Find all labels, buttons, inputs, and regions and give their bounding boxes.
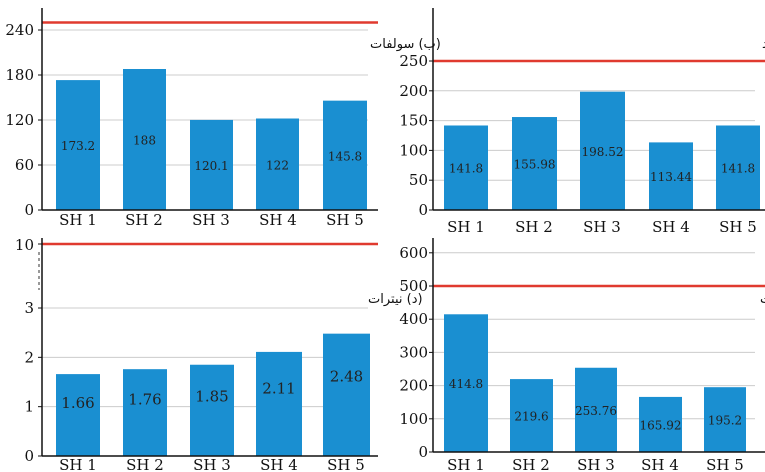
chart-title: (د) نیترات bbox=[368, 292, 423, 307]
data-label: 141.8 bbox=[449, 162, 483, 176]
y-tick-label: 150 bbox=[399, 112, 428, 130]
category-label: SH 4 bbox=[641, 456, 679, 472]
data-label: 1.85 bbox=[195, 388, 228, 406]
bar bbox=[716, 125, 760, 210]
category-label: SH 3 bbox=[193, 456, 231, 472]
bar bbox=[190, 364, 234, 456]
category-label: SH 2 bbox=[125, 211, 163, 229]
y-tick-label: 180 bbox=[5, 66, 34, 84]
y-tick-label: 60 bbox=[15, 156, 34, 174]
y-tick-label: 0 bbox=[418, 443, 428, 461]
data-label: 195.2 bbox=[708, 414, 742, 428]
data-label: 414.8 bbox=[449, 377, 483, 391]
data-label: 165.92 bbox=[640, 418, 682, 432]
bar bbox=[56, 374, 100, 456]
data-label: 173.2 bbox=[61, 139, 95, 153]
bar bbox=[56, 80, 100, 210]
chart-panel-3: 1.66 1.76 1.85 2.11 2.48 0 1 2 3 10 (د) نیترات bbox=[15, 236, 423, 465]
bar bbox=[256, 351, 302, 456]
category-label: SH 4 bbox=[652, 218, 690, 236]
bar bbox=[256, 118, 299, 210]
y-tick-label: 100 bbox=[399, 141, 428, 159]
y-tick-label: 0 bbox=[24, 201, 34, 219]
bar bbox=[580, 91, 625, 210]
data-label: 1.66 bbox=[61, 394, 94, 412]
bar bbox=[323, 333, 370, 456]
data-label: 141.8 bbox=[721, 162, 755, 176]
data-label: 219.6 bbox=[514, 410, 548, 424]
y-tick-label: 2 bbox=[24, 348, 34, 366]
y-tick-label-break: 10 bbox=[15, 236, 34, 254]
data-label: 2.48 bbox=[330, 367, 363, 385]
y-tick-label: 500 bbox=[399, 277, 428, 295]
category-label: SH 3 bbox=[577, 456, 615, 472]
category-label: SH 2 bbox=[126, 456, 164, 472]
category-label: SH 1 bbox=[59, 211, 97, 229]
bar bbox=[649, 142, 693, 210]
y-tick-label: 600 bbox=[399, 244, 428, 262]
bar bbox=[512, 117, 557, 210]
category-label: SH 5 bbox=[719, 218, 757, 236]
category-label: SH 1 bbox=[59, 456, 97, 472]
y-tick-label: 100 bbox=[399, 410, 428, 428]
y-tick-label: 300 bbox=[399, 343, 428, 361]
y-tick-label: 1 bbox=[24, 398, 34, 416]
data-label: 145.8 bbox=[328, 149, 362, 163]
category-label: SH 5 bbox=[327, 456, 365, 472]
chart-title: (الف) کلرید bbox=[762, 37, 765, 52]
data-label: 155.98 bbox=[514, 158, 556, 172]
data-label: 198.52 bbox=[582, 145, 624, 159]
y-tick-label: 0 bbox=[418, 201, 428, 219]
data-label: 1.76 bbox=[128, 391, 161, 409]
bar bbox=[575, 367, 617, 452]
category-label: SH 4 bbox=[260, 456, 298, 472]
y-tick-label: 3 bbox=[24, 299, 34, 317]
bar bbox=[323, 100, 367, 210]
category-label: SH 4 bbox=[259, 211, 297, 229]
bar bbox=[510, 379, 553, 452]
data-label: 120.1 bbox=[194, 159, 228, 173]
y-tick-label: 200 bbox=[399, 377, 428, 395]
bar bbox=[639, 396, 682, 452]
data-label: 122 bbox=[266, 158, 289, 172]
category-label: SH 5 bbox=[706, 456, 744, 472]
bar bbox=[444, 125, 488, 210]
y-tick-label: 200 bbox=[399, 82, 428, 100]
category-label: SH 2 bbox=[512, 456, 550, 472]
category-label: SH 1 bbox=[447, 456, 485, 472]
chart-panel-2: 141.8 155.98 198.52 113.44 141.8 0 50 100 150 200… bbox=[399, 8, 765, 219]
bar bbox=[190, 119, 233, 210]
y-tick-label: 50 bbox=[409, 171, 428, 189]
y-tick-label: 240 bbox=[5, 21, 34, 39]
category-label: SH 2 bbox=[515, 218, 553, 236]
data-label: 113.44 bbox=[650, 170, 692, 184]
y-tick-label: 120 bbox=[5, 111, 34, 129]
category-label: SH 3 bbox=[583, 218, 621, 236]
y-tick-label: 400 bbox=[399, 310, 428, 328]
chart-panel-1: 173.2 188 120.1 122 145.8 0 60 120 180 240 (ب) سول… bbox=[5, 8, 441, 219]
category-label: SH 3 bbox=[192, 211, 230, 229]
category-label: SH 1 bbox=[447, 218, 485, 236]
data-label: 188 bbox=[133, 134, 156, 148]
bar bbox=[704, 387, 746, 452]
data-label: 2.11 bbox=[262, 379, 295, 397]
y-tick-label: 250 bbox=[399, 52, 428, 70]
bar bbox=[123, 69, 166, 210]
data-label: 253.76 bbox=[575, 404, 617, 418]
chart-title: (ب) سولفات bbox=[370, 37, 441, 52]
chart-title: (ج) بیکربنات bbox=[760, 292, 765, 307]
y-tick-label: 0 bbox=[24, 447, 34, 465]
chart-panel-4: 414.8 219.6 253.76 165.92 195.2 0 100 200 300 400… bbox=[399, 238, 765, 461]
bar bbox=[123, 369, 167, 456]
category-label: SH 5 bbox=[326, 211, 364, 229]
bar bbox=[444, 314, 488, 452]
